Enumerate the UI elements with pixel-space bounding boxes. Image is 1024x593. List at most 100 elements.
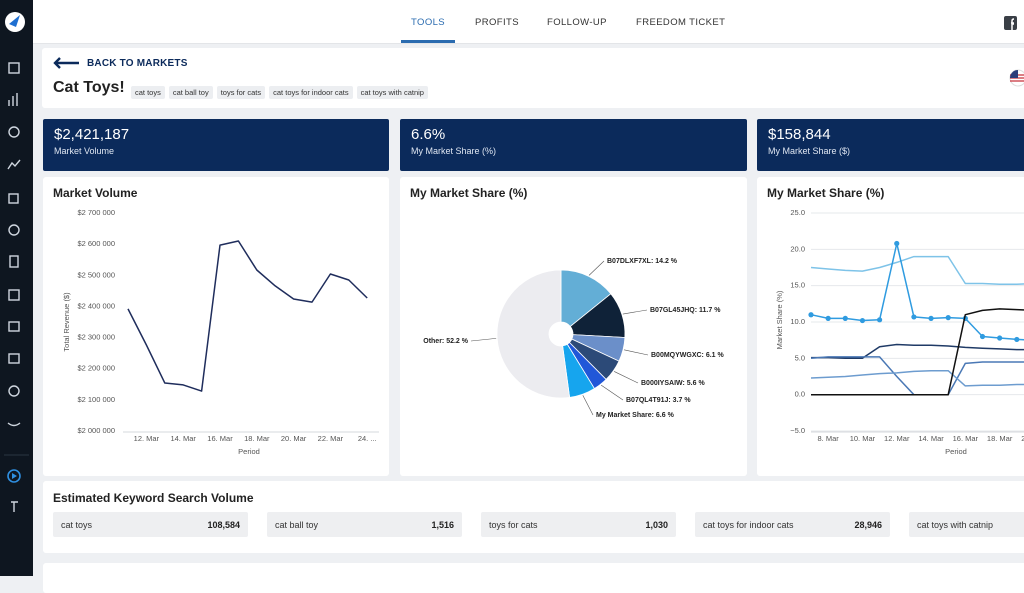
chart-card: My Market Share (%) B07DLXF7XL: 14.2 % B0… [400,177,747,476]
point [842,315,848,321]
x-tick-label: 20. Mar [281,434,307,443]
y-tick-label: −5.0 [790,426,805,435]
play-icon[interactable] [7,469,21,483]
y-tick-label: 15.0 [790,281,805,290]
point [979,333,986,340]
pie-slice [560,269,612,328]
point [825,315,831,321]
y-axis-label: Total Revenue ($) [62,292,71,352]
nav-icon[interactable] [9,255,19,268]
keyword-tag[interactable]: cat toys [131,86,165,99]
data-label: B000IYSAIW: 5.6 % [641,380,705,387]
y-tick-label: $2 400 000 [77,301,115,310]
data-label: B00MQYWGXC: 6.1 % [651,352,725,359]
data-label: B07GL45JHQ: 11.7 % [650,307,721,314]
series-line [810,369,1024,387]
nav-icon[interactable] [8,93,18,106]
keyword-volume: 28,946 [854,520,882,530]
keyword-name: toys for cats [489,520,538,530]
keyword-item: cat toys with catnip [909,512,1024,537]
x-tick-label: 16. Mar [953,434,979,443]
y-tick-label: $2 200 000 [77,364,115,373]
x-tick-label: 12. Mar [884,434,910,443]
kpi-label: My Market Share ($) [768,146,851,156]
data-label: Other: 52.2 % [423,338,469,345]
nav-tab[interactable]: PROFITS [475,17,519,28]
chart-card: My Market Share (%) −5.0 0.0 5.0 10.0 15.0 20… [757,177,1024,476]
kpi-card: $158,844 My Market Share ($) [757,119,1024,171]
play-mark [12,473,17,479]
nav-icon[interactable] [7,422,21,427]
series-line [811,308,1024,396]
keyword-name: cat toys for indoor cats [703,520,794,530]
flag-icon[interactable] [1002,68,1024,88]
market-header: BACK TO MARKETS Cat Toys! cat toys cat ba… [42,48,1024,108]
kpi-value: $158,844 [768,126,831,143]
y-tick-label: $2 100 000 [77,395,115,404]
point [945,315,951,321]
nav-tab[interactable]: TOOLS [411,17,446,28]
series-line [127,240,368,392]
back-arrow[interactable] [53,57,81,69]
keyword-tag[interactable]: cat toys with catnip [356,86,428,99]
keyword-volume: 108,584 [207,520,240,530]
leader-line [622,309,648,315]
y-tick-label: 5.0 [795,353,805,362]
kpi-label: Market Volume [54,146,115,156]
keyword-tag[interactable]: toys for cats [216,86,266,99]
keyword-item: toys for cats 1,030 [481,512,676,537]
back-link[interactable]: BACK TO MARKETS [87,58,188,69]
keyword-name: cat toys with catnip [917,520,994,530]
nav-icon[interactable] [8,224,20,236]
kpi-value: $2,421,187 [54,126,130,143]
keyword-item: cat toys 108,584 [53,512,248,537]
y-axis-label: Market Share (%) [775,290,784,349]
market-title: Cat Toys! [53,79,125,96]
market-share-line-chart: My Market Share (%) −5.0 0.0 5.0 10.0 15.0 20… [767,186,1024,456]
x-tick-label: 18. Mar [987,434,1013,443]
y-tick-label: 20.0 [790,244,805,253]
nav-icon[interactable] [8,126,20,138]
y-tick-label: $2 000 000 [77,426,115,435]
leader-line [614,371,639,384]
keyword-name: cat toys [61,520,93,530]
chart-card: Market Volume $2 000 000 $2 100 000 $2 200… [43,177,389,476]
nav-icon[interactable] [7,159,21,170]
nav-icon[interactable] [8,193,19,204]
chart-title: Market Volume [53,186,138,200]
nav-icon[interactable] [8,353,20,364]
keyword-volume: 1,516 [431,520,454,530]
chart-title: My Market Share (%) [767,186,884,200]
nav-icon[interactable] [8,289,20,301]
facebook-icon[interactable] [1003,15,1019,31]
point [928,315,934,321]
pin-icon[interactable] [11,501,18,512]
chart-title: My Market Share (%) [410,186,527,200]
series-line [810,242,1024,341]
x-tick-label: 20. Mar [1021,434,1024,443]
leader-line [623,349,649,356]
y-tick-label: 25.0 [790,208,805,217]
y-tick-label: $2 500 000 [77,270,115,279]
x-tick-label: 14. Mar [170,434,196,443]
keyword-tag[interactable]: cat ball toy [168,86,213,99]
pie-slice [496,269,571,399]
keyword-tag[interactable]: cat toys for indoor cats [269,86,353,99]
keyword-title: Estimated Keyword Search Volume [53,491,254,505]
active-tab-underline [401,40,455,43]
sidebar [0,0,33,576]
nav-tab[interactable]: FREEDOM TICKET [636,17,726,28]
tag-list: cat toys cat ball toy toys for cats cat toy… [131,82,432,100]
nav-tab[interactable]: FOLLOW-UP [547,17,607,28]
series-line [810,356,1024,396]
nav-icon[interactable] [8,321,20,332]
kpi-label: My Market Share (%) [411,146,497,156]
point [997,335,1003,341]
x-tick-label: 18. Mar [244,434,270,443]
point [911,314,917,320]
x-tick-label: 10. Mar [850,434,876,443]
nav-icon[interactable] [8,385,20,397]
nav-icon[interactable] [8,62,20,74]
point [877,317,883,323]
